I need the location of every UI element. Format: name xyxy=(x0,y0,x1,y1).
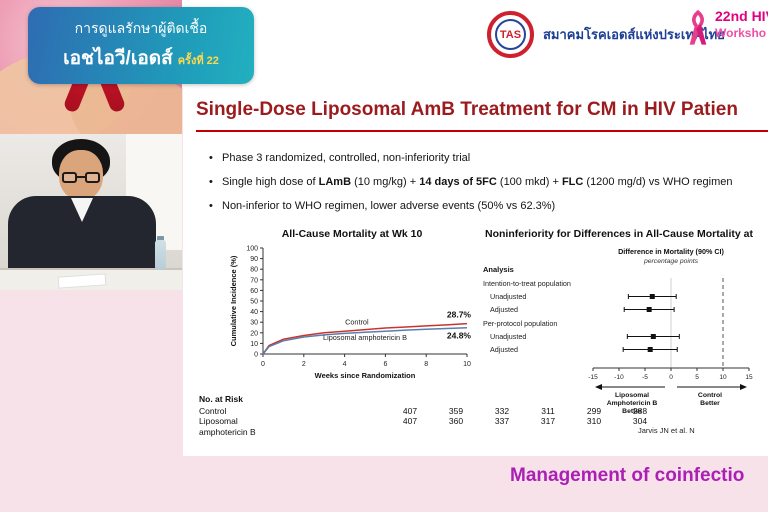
water-bottle-cap xyxy=(157,236,164,241)
svg-text:4: 4 xyxy=(343,361,347,368)
svg-text:20: 20 xyxy=(250,330,258,337)
svg-text:percentage points: percentage points xyxy=(643,258,699,265)
svg-text:10: 10 xyxy=(463,361,471,368)
svg-text:Better: Better xyxy=(622,408,642,415)
workshop-title: 22nd HIV Worksho xyxy=(715,8,768,41)
paper-on-desk xyxy=(57,273,107,289)
svg-text:-10: -10 xyxy=(614,374,624,381)
risk-table: No. at Risk Control 407 359 332 311 299 288 Lipo… xyxy=(199,394,663,438)
point-estimate-marker xyxy=(647,347,653,352)
svg-text:Better: Better xyxy=(700,400,720,407)
svg-text:28.7%: 28.7% xyxy=(447,310,472,320)
conference-banner: การดูแลรักษาผู้ติดเชื้อ เอชไอวี/เอดส์ ครั… xyxy=(28,7,254,84)
svg-text:5: 5 xyxy=(695,374,699,381)
svg-text:90: 90 xyxy=(250,256,258,263)
svg-text:Per-protocol population: Per-protocol population xyxy=(483,319,557,328)
speaker-webcam xyxy=(0,134,182,290)
series-line xyxy=(262,322,468,355)
mortality-chart-panel: All-Cause Mortality at Wk 10 0 10 20 30 40 50… xyxy=(227,228,477,392)
svg-text:80: 80 xyxy=(250,267,258,274)
slide-title: Single-Dose Liposomal AmB Treatment for … xyxy=(196,99,738,120)
svg-text:6: 6 xyxy=(383,361,387,368)
svg-text:Cumulative Incidence (%): Cumulative Incidence (%) xyxy=(229,255,238,346)
svg-text:70: 70 xyxy=(250,277,258,284)
svg-text:Adjusted: Adjusted xyxy=(490,305,518,314)
svg-text:10: 10 xyxy=(250,341,258,348)
mortality-chart-title: All-Cause Mortality at Wk 10 xyxy=(281,228,423,240)
series-line xyxy=(262,326,468,355)
banner-line2: เอชไอวี/เอดส์ xyxy=(63,48,173,69)
banner-line1: การดูแลรักษาผู้ติดเชื้อ xyxy=(74,20,208,36)
noninferiority-forest-plot: Difference in Mortality (90% CI) percenta… xyxy=(483,247,753,415)
svg-text:2: 2 xyxy=(302,361,306,368)
svg-text:Control: Control xyxy=(698,392,722,399)
society-name: สมาคมโรคเอดส์แห่งประเทศไทย xyxy=(543,27,725,42)
speaker-glasses xyxy=(62,172,100,184)
bullet-item: Single high dose of LAmB (10 mg/kg) + 14… xyxy=(209,170,768,194)
water-bottle xyxy=(155,240,166,270)
glasses-bridge xyxy=(76,176,86,178)
svg-text:-5: -5 xyxy=(642,374,648,381)
risk-table-row: Control 407 359 332 311 299 288 xyxy=(199,405,648,416)
svg-text:50: 50 xyxy=(250,299,258,306)
svg-text:0: 0 xyxy=(254,352,258,359)
left-arrow-icon xyxy=(595,384,602,390)
workshop-line1: 22nd HIV xyxy=(715,8,768,24)
noninferiority-title: Noninferiority for Differences in All-Ca… xyxy=(485,228,753,240)
svg-text:8: 8 xyxy=(424,361,428,368)
pink-ribbon-icon xyxy=(689,9,707,45)
svg-text:Liposomal: Liposomal xyxy=(615,392,649,399)
svg-text:0: 0 xyxy=(261,361,265,368)
tas-logo-text: TAS xyxy=(495,19,526,50)
svg-text:Adjusted: Adjusted xyxy=(490,345,518,354)
svg-text:40: 40 xyxy=(250,309,258,316)
mortality-line-chart: 0 10 20 30 40 50 60 70 80 90 100 0 2 4 6 8 10 Weeks since… xyxy=(229,246,472,381)
svg-text:15: 15 xyxy=(745,374,753,381)
banner-line2-wrap: เอชไอวี/เอดส์ ครั้งที่ 22 xyxy=(63,43,219,73)
svg-text:Amphotericin B: Amphotericin B xyxy=(607,400,658,407)
glasses-lens xyxy=(62,172,77,183)
speaker-face xyxy=(59,150,103,200)
svg-text:30: 30 xyxy=(250,320,258,327)
point-estimate-marker xyxy=(650,334,656,339)
svg-text:Liposomal amphotericin B: Liposomal amphotericin B xyxy=(323,333,407,342)
risk-table-row: Liposomal amphotericin B407 360 337 317 310 3… xyxy=(199,416,648,437)
bullet-item: Non-inferior to WHO regimen, lower adver… xyxy=(209,194,768,218)
presentation-slide: Single-Dose Liposomal AmB Treatment for … xyxy=(183,88,768,456)
svg-text:24.8%: 24.8% xyxy=(447,331,472,341)
svg-text:60: 60 xyxy=(250,288,258,295)
tas-logo-icon: TAS xyxy=(487,11,534,58)
webcam-desk xyxy=(0,268,182,290)
svg-text:-15: -15 xyxy=(588,374,598,381)
svg-text:Unadjusted: Unadjusted xyxy=(490,292,526,301)
svg-text:Control: Control xyxy=(345,317,369,326)
risk-table-header: No. at Risk xyxy=(199,394,243,404)
right-arrow-icon xyxy=(740,384,747,390)
point-estimate-marker xyxy=(649,294,655,299)
svg-text:100: 100 xyxy=(246,246,258,253)
bullet-item: Phase 3 randomized, controlled, non-infe… xyxy=(209,146,768,170)
svg-text:Unadjusted: Unadjusted xyxy=(490,332,526,341)
svg-text:Intention-to-treat population: Intention-to-treat population xyxy=(483,279,571,288)
citation: Jarvis JN et al. N xyxy=(638,426,695,435)
point-estimate-marker xyxy=(646,307,652,312)
noninferiority-panel: Noninferiority for Differences in All-Ca… xyxy=(481,228,768,424)
svg-text:10: 10 xyxy=(719,374,727,381)
society-branding: TAS สมาคมโรคเอดส์แห่งประเทศไทย xyxy=(487,11,725,58)
footer-session-title: Management of coinfectio xyxy=(510,465,745,486)
glasses-lens xyxy=(85,172,100,183)
banner-session: ครั้งที่ 22 xyxy=(177,55,219,67)
svg-text:Analysis: Analysis xyxy=(483,265,514,274)
workshop-line2: Worksho xyxy=(715,25,767,40)
svg-text:Difference in Mortality (90% C: Difference in Mortality (90% CI) xyxy=(618,247,724,256)
svg-text:Weeks since Randomization: Weeks since Randomization xyxy=(315,371,416,380)
svg-text:0: 0 xyxy=(669,374,673,381)
bullet-list: Phase 3 randomized, controlled, non-infe… xyxy=(209,146,768,219)
workshop-branding: 22nd HIV Worksho xyxy=(686,8,768,48)
title-divider xyxy=(196,130,768,132)
